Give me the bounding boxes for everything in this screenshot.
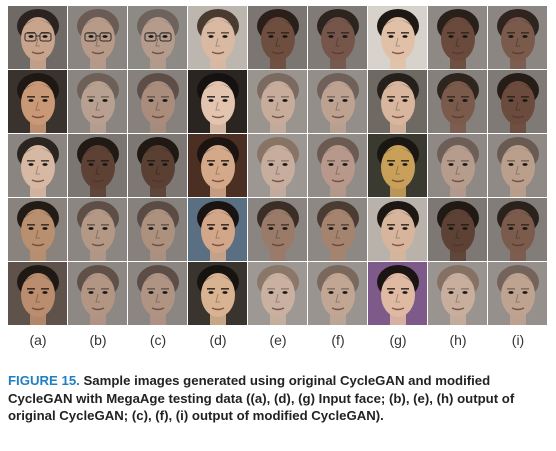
face-image-row3-g (368, 134, 428, 198)
column-label-c: (c) (149, 332, 167, 348)
face-image-row5-b (68, 262, 128, 326)
face-image-row4-d (188, 198, 248, 262)
face-image-row5-h (428, 262, 488, 326)
column-label-d: (d) (209, 332, 227, 348)
caption-text: Sample images generated using original C… (8, 373, 515, 423)
face-image-row3-b (68, 134, 128, 198)
face-image-row2-c (128, 70, 188, 134)
face-image-row1-b (68, 6, 128, 70)
column-label-b: (b) (89, 332, 107, 348)
face-image-row4-i (488, 198, 548, 262)
column-label-a: (a) (29, 332, 47, 348)
face-image-row4-g (368, 198, 428, 262)
face-image-row1-f (308, 6, 368, 70)
column-labels: (a) (b) (c) (d) (e) (f) (g) (h) (i) (8, 330, 548, 350)
column-label-f: (f) (331, 332, 345, 348)
face-image-grid (8, 6, 548, 326)
face-image-row5-e (248, 262, 308, 326)
face-image-row5-d (188, 262, 248, 326)
face-image-row4-h (428, 198, 488, 262)
face-image-row5-i (488, 262, 548, 326)
column-label-e: (e) (269, 332, 287, 348)
face-image-row3-e (248, 134, 308, 198)
face-image-row3-h (428, 134, 488, 198)
face-image-row4-f (308, 198, 368, 262)
face-image-row2-h (428, 70, 488, 134)
face-image-row1-g (368, 6, 428, 70)
face-image-row5-f (308, 262, 368, 326)
face-image-row3-c (128, 134, 188, 198)
face-image-row3-a (8, 134, 68, 198)
face-image-row2-e (248, 70, 308, 134)
face-image-row3-f (308, 134, 368, 198)
face-image-row1-c (128, 6, 188, 70)
face-image-row3-i (488, 134, 548, 198)
face-image-row2-f (308, 70, 368, 134)
face-image-row1-d (188, 6, 248, 70)
face-image-row1-i (488, 6, 548, 70)
face-image-row1-e (248, 6, 308, 70)
face-image-row5-c (128, 262, 188, 326)
face-image-row2-i (488, 70, 548, 134)
face-image-row1-h (428, 6, 488, 70)
column-label-g: (g) (389, 332, 407, 348)
face-image-row2-a (8, 70, 68, 134)
figure-caption: FIGURE 15. Sample images generated using… (8, 372, 548, 425)
figure-number: FIGURE 15. (8, 373, 80, 388)
face-image-row3-d (188, 134, 248, 198)
face-image-row5-g (368, 262, 428, 326)
face-image-row4-c (128, 198, 188, 262)
face-image-row5-a (8, 262, 68, 326)
face-image-row2-b (68, 70, 128, 134)
face-image-row4-e (248, 198, 308, 262)
face-image-row4-a (8, 198, 68, 262)
column-label-h: (h) (449, 332, 467, 348)
face-image-row4-b (68, 198, 128, 262)
figure: (a) (b) (c) (d) (e) (f) (g) (h) (i) (8, 6, 548, 350)
face-image-row2-d (188, 70, 248, 134)
face-image-row1-a (8, 6, 68, 70)
face-image-row2-g (368, 70, 428, 134)
column-label-i: (i) (511, 332, 525, 348)
